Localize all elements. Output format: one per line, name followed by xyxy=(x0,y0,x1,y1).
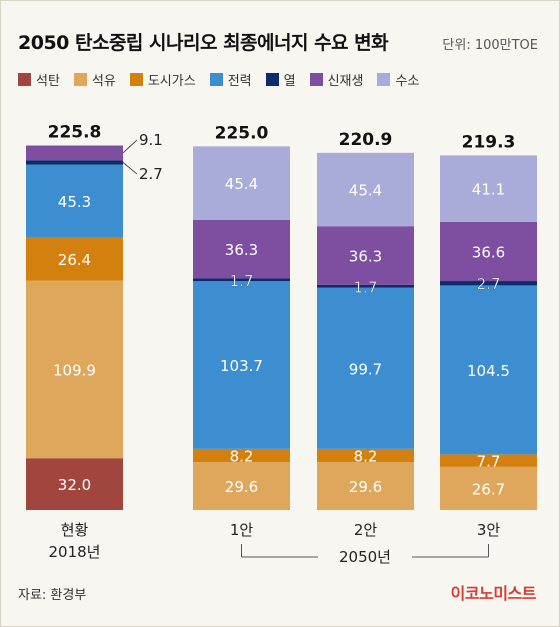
bar-segment-2-3 xyxy=(317,287,414,449)
leader-line-0-5 xyxy=(122,139,138,154)
total-label-0: 225.8 xyxy=(48,123,102,143)
bar-segment-0-4 xyxy=(26,160,123,165)
bar-segment-0-0 xyxy=(26,458,123,510)
legend-label-city-gas: 도시가스 xyxy=(147,74,196,89)
segment-label-3-3: 104.5 xyxy=(467,362,510,380)
bar-segment-0-1 xyxy=(26,280,123,459)
bar-segment-3-4 xyxy=(440,281,537,286)
bar-segment-3-6 xyxy=(440,155,537,222)
legend-label-coal: 석탄 xyxy=(36,74,60,89)
segment-label-1-4: 1.7 xyxy=(230,272,254,290)
total-label-2: 220.9 xyxy=(339,130,393,150)
legend-item-coal: 석탄 xyxy=(18,70,60,89)
segment-label-0-2: 26.4 xyxy=(58,251,91,269)
bar-segment-1-5 xyxy=(193,219,290,279)
category-label-0-1: 2018년 xyxy=(49,543,101,561)
bar-segment-2-1 xyxy=(317,462,414,510)
bar-segment-3-3 xyxy=(440,285,537,455)
segment-label-3-4: 2.7 xyxy=(477,275,501,293)
legend-swatch-heat xyxy=(265,73,279,86)
legend-label-heat: 열 xyxy=(283,74,296,89)
segment-label-2-3: 99.7 xyxy=(349,360,382,378)
legend-item-oil: 석유 xyxy=(73,70,116,89)
segment-label-3-1: 26.7 xyxy=(472,480,505,498)
bar-segment-1-2 xyxy=(193,448,290,463)
category-label-2-0: 2안 xyxy=(354,521,378,539)
bar-segment-3-2 xyxy=(440,454,537,467)
segment-label-2-2: 8.2 xyxy=(354,448,378,466)
segment-label-3-5: 36.6 xyxy=(472,243,505,261)
bar-segment-0-3 xyxy=(26,164,123,238)
legend-label-electricity: 전력 xyxy=(227,74,252,89)
bar-segment-3-1 xyxy=(440,466,537,510)
unit-label: 단위: 100만TOE xyxy=(442,38,538,53)
segment-label-0-3: 45.3 xyxy=(58,193,91,211)
category-label-3-0: 3안 xyxy=(477,521,501,539)
bar-segment-0-2 xyxy=(26,237,123,281)
legend-swatch-city-gas xyxy=(129,73,143,86)
segment-label-1-5: 36.3 xyxy=(225,241,258,259)
legend-swatch-electricity xyxy=(209,73,223,86)
segment-label-0-1: 109.9 xyxy=(53,361,96,379)
segment-label-1-2: 8.2 xyxy=(230,448,254,466)
legend-swatch-coal xyxy=(18,73,31,86)
leader-line-0-4 xyxy=(122,162,138,175)
legend-item-electricity: 전력 xyxy=(209,70,252,89)
brand-logo-text: 이코노미스트 xyxy=(450,584,537,603)
bar-segment-2-5 xyxy=(317,226,414,285)
bar-segment-0-5 xyxy=(26,145,123,161)
segment-label-0-0: 32.0 xyxy=(58,476,91,494)
bar-segment-3-5 xyxy=(440,221,537,282)
segment-label-3-2: 7.7 xyxy=(477,453,501,471)
segment-label-2-4: 1.7 xyxy=(354,278,378,296)
segment-label-2-1: 29.6 xyxy=(349,478,382,496)
bar-segment-2-6 xyxy=(317,152,414,227)
bar-segment-2-2 xyxy=(317,448,414,463)
segment-label-1-3: 103.7 xyxy=(220,357,263,375)
total-label-3: 219.3 xyxy=(462,132,516,152)
segment-label-1-6: 45.4 xyxy=(225,175,258,193)
segment-label-2-6: 45.4 xyxy=(349,182,382,200)
bar-segment-1-3 xyxy=(193,281,290,449)
legend-label-oil: 석유 xyxy=(91,74,116,89)
bar-segment-1-1 xyxy=(193,462,290,510)
segment-label-2-5: 36.3 xyxy=(349,248,382,266)
chart-title: 2050 탄소중립 시나리오 최종에너지 수요 변화 xyxy=(18,32,389,54)
legend-label-hydrogen: 수소 xyxy=(395,74,420,89)
segment-label-3-6: 41.1 xyxy=(472,181,505,199)
legend-item-hydrogen: 수소 xyxy=(377,70,419,89)
legend-swatch-hydrogen xyxy=(377,73,391,86)
category-label-0-0: 현황 xyxy=(61,521,89,539)
bar-segment-1-4 xyxy=(193,278,290,282)
segment-label-1-1: 29.6 xyxy=(225,478,258,496)
category-label-1-0: 1안 xyxy=(230,521,254,539)
legend-item-renewable: 신재생 xyxy=(309,70,364,89)
segment-label-0-5: 9.1 xyxy=(139,131,163,149)
legend-swatch-oil xyxy=(73,73,87,86)
legend-item-heat: 열 xyxy=(265,70,296,89)
bar-segment-2-4 xyxy=(317,284,414,288)
segment-label-0-4: 2.7 xyxy=(139,165,163,183)
legend-item-city-gas: 도시가스 xyxy=(129,70,196,89)
total-label-1: 225.0 xyxy=(215,123,269,143)
legend-label-renewable: 신재생 xyxy=(327,74,364,89)
bar-segment-1-6 xyxy=(193,146,290,220)
source-note: 자료: 환경부 xyxy=(18,588,87,603)
legend-swatch-renewable xyxy=(309,73,323,86)
legend: 석탄 석유 도시가스 전력 열 신재생 수소 xyxy=(18,70,419,89)
group-label: 2050년 xyxy=(339,548,391,566)
